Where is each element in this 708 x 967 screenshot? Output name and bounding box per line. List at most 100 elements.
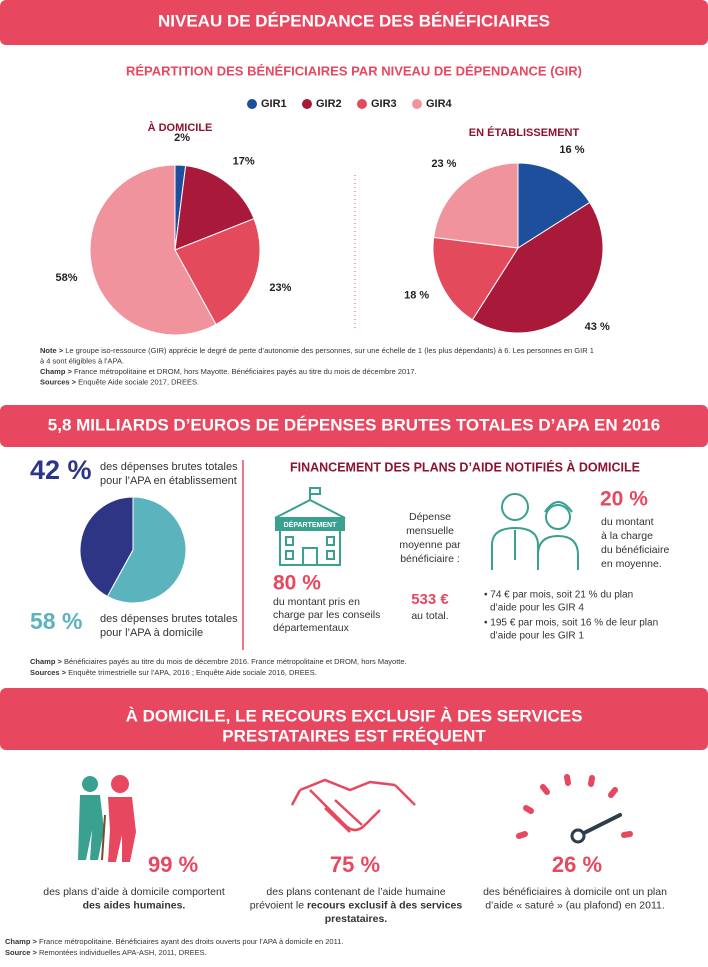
pie-slice	[174, 218, 261, 326]
data-label: 23%	[269, 282, 291, 294]
pie-slice	[79, 496, 134, 598]
bullet-text: • 74 € par mois, soit 21 % du plan	[484, 590, 633, 601]
stat-text: prévoient le recours exclusif à des serv…	[250, 899, 463, 911]
data-label: 58%	[56, 272, 78, 284]
data-label: 43 %	[585, 321, 610, 333]
bullet-text: d’aide pour les GIR 1	[490, 631, 584, 642]
stat-text: prestataires.	[325, 913, 388, 925]
note-text: France métropolitaine. Bénéficiaires aya…	[37, 937, 344, 946]
section-title: PRESTATAIRES EST FRÉQUENT	[222, 726, 486, 745]
pie-slice	[174, 165, 255, 251]
header-band	[0, 405, 708, 447]
data-label: 16 %	[559, 144, 584, 156]
stat-text: des plans contenant de l’aide humaine	[266, 886, 445, 898]
legend-swatch	[302, 99, 312, 109]
note: à 4 sont éligibles à l’APA.	[40, 356, 124, 365]
stat-text: au total.	[411, 610, 448, 622]
note-label: Champ >	[30, 657, 63, 666]
note-label: Champ >	[40, 367, 73, 376]
legend-label: GIR4	[426, 98, 453, 110]
section-title: À DOMICILE, LE RECOURS EXCLUSIF À DES SE…	[126, 706, 583, 725]
icon-label: DÉPARTEMENT	[284, 520, 337, 529]
legend-label: GIR1	[261, 98, 287, 110]
stat-text: en moyenne.	[601, 558, 662, 570]
stat-text: du montant	[601, 516, 654, 528]
stat-text: des bénéficiaires à domicile ont un plan	[483, 886, 667, 898]
stat-text: moyenne par	[399, 539, 461, 551]
legend-swatch	[247, 99, 257, 109]
seniors-icon	[491, 493, 579, 570]
data-label: 17%	[233, 155, 255, 167]
big-stat: 75 %	[330, 852, 380, 877]
pie-slice	[89, 164, 217, 336]
stat-segment: d’aide « saturé » (au plafond) en 2011.	[485, 899, 665, 911]
big-stat: 26 %	[552, 852, 602, 877]
stat-segment: des plans contenant de l’aide humaine	[266, 886, 445, 898]
stat-text: charge par les conseils	[273, 609, 380, 621]
note-text: France métropolitaine et DROM, hors Mayo…	[72, 367, 417, 376]
note-text: à 4 sont éligibles à l’APA.	[40, 356, 124, 365]
big-stat: 533 €	[411, 591, 449, 608]
subsection-title: FINANCEMENT DES PLANS D’AIDE NOTIFIÉS À …	[290, 459, 640, 474]
stat-segment: des aides humaines.	[83, 899, 186, 911]
note: Sources > Enquête trimestrielle sur l’AP…	[30, 668, 317, 677]
pie-slice	[433, 162, 519, 249]
stat-text: des dépenses brutes totales	[100, 461, 238, 473]
big-stat: 20 %	[600, 488, 648, 511]
bullet-text: d’aide pour les GIR 4	[490, 603, 584, 614]
note-text: Enquête Aide sociale 2017, DREES.	[76, 377, 199, 386]
stat-text: du montant pris en	[273, 596, 360, 608]
note: Champ > Bénéficiaires payés au titre du …	[30, 657, 407, 666]
note-label: Note >	[40, 346, 64, 355]
note-label: Source >	[5, 948, 38, 957]
note: Champ > France métropolitaine et DROM, h…	[40, 367, 417, 376]
stat-text: à la charge	[601, 530, 653, 542]
data-label: 2%	[174, 132, 190, 144]
note-label: Sources >	[30, 668, 67, 677]
stat-segment: recours exclusif à des services	[307, 899, 462, 911]
data-label: 23 %	[431, 158, 456, 170]
stat-text: départementaux	[273, 622, 350, 634]
pie-slice	[106, 496, 187, 604]
chart-title: À DOMICILE	[148, 121, 213, 134]
stat-segment: prestataires.	[325, 913, 388, 925]
header-band	[0, 688, 708, 750]
header-band	[0, 0, 708, 45]
stat-segment: prévoient le	[250, 899, 307, 911]
stat-segment: des bénéficiaires à domicile ont un plan	[483, 886, 667, 898]
note: Champ > France métropolitaine. Bénéficia…	[5, 937, 343, 946]
department-icon	[274, 487, 346, 566]
stat-text: pour l’APA à domicile	[100, 627, 203, 639]
section-title: 5,8 MILLIARDS D’EUROS DE DÉPENSES BRUTES…	[48, 415, 660, 434]
stat-text: des plans d’aide à domicile comportent	[43, 886, 225, 898]
data-label: 18 %	[404, 290, 429, 302]
stat-segment: des plans d’aide à domicile comportent	[43, 886, 225, 898]
stat-text: d’aide « saturé » (au plafond) en 2011.	[485, 899, 665, 911]
legend-swatch	[412, 99, 422, 109]
pie-slice	[517, 162, 591, 249]
bullet-text: • 195 € par mois, soit 16 % de leur plan	[484, 618, 658, 629]
stat-text: Dépense	[409, 511, 451, 523]
stat-text: du bénéficiaire	[601, 544, 669, 556]
legend-swatch	[357, 99, 367, 109]
stat-text: des aides humaines.	[83, 899, 186, 911]
big-stat: 99 %	[148, 852, 198, 877]
chart-title: EN ÉTABLISSEMENT	[469, 126, 580, 139]
legend-label: GIR3	[371, 98, 397, 110]
big-stat: 80 %	[273, 572, 321, 595]
note-label: Sources >	[40, 377, 77, 386]
handshake-icon	[290, 778, 416, 833]
stat-text: bénéficiaire :	[400, 553, 460, 565]
note: Sources > Enquête Aide sociale 2017, DRE…	[40, 377, 199, 386]
gauge-icon	[516, 774, 633, 844]
stat-text: des dépenses brutes totales	[100, 613, 238, 625]
note-text: Enquête trimestrielle sur l’APA, 2016 ; …	[66, 668, 317, 677]
big-stat: 58 %	[30, 608, 82, 634]
big-stat: 42 %	[30, 455, 92, 485]
pie-slice	[432, 236, 519, 321]
stat-text: mensuelle	[406, 525, 454, 537]
legend-label: GIR2	[316, 98, 342, 110]
chart-subtitle: RÉPARTITION DES BÉNÉFICIAIRES PAR NIVEAU…	[126, 63, 582, 78]
